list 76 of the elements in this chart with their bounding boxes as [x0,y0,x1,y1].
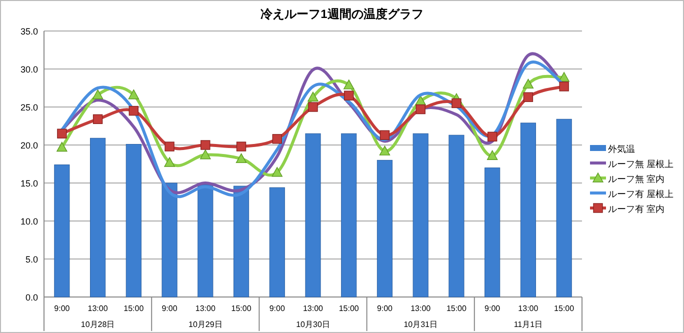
point [164,157,175,167]
legend-label: ルーフ有 屋根上 [608,189,674,199]
text: 10月28日 [80,320,115,329]
bar [198,184,214,298]
bar [54,164,70,298]
point [416,104,426,114]
x-tick-label: 13:00 [302,304,324,313]
text: 10月31日 [404,320,438,329]
point [344,80,354,90]
bar [520,122,536,298]
point [200,150,211,160]
bar [484,168,500,298]
legend-label: ルーフ有 室内 [608,204,665,214]
bar [376,160,393,298]
point [200,140,210,150]
point [452,98,462,108]
point [308,92,318,102]
y-tick-label: 25.0 [20,102,38,112]
point [236,142,246,152]
y-tick-label: 15.0 [20,178,38,188]
text: 10月29日 [188,320,222,329]
bar [233,186,250,298]
point [128,106,139,116]
x-tick-label: 15:00 [446,304,468,313]
bar [556,118,572,298]
point [272,167,282,177]
bar [162,182,178,298]
x-tick-label: 9:00 [269,304,286,313]
x-tick-label: 13:00 [410,304,432,313]
bar [412,133,428,298]
y-tick-label: 0.0 [25,292,38,302]
point [57,128,67,138]
text: 10月30日 [296,320,330,329]
legend-label: 外気温 [608,144,635,154]
bar [341,133,357,298]
text: 11月1日 [514,320,543,329]
bar [90,138,106,298]
bar [448,134,464,298]
point [308,102,318,112]
point [380,130,390,140]
legend-label: ルーフ無 室内 [608,174,665,184]
point [486,150,498,160]
x-tick-label: 9:00 [484,304,501,313]
point [236,153,247,164]
point [92,89,104,100]
bar [126,144,142,298]
x-tick-label: 13:00 [195,304,216,313]
x-tick-label: 9:00 [54,304,70,313]
y-tick-label: 5.0 [25,254,38,264]
y-tick-label: 10.0 [20,216,38,226]
bar [305,133,321,298]
point [164,142,174,152]
point [487,132,498,142]
point [379,146,390,156]
x-tick-label: 9:00 [162,304,178,313]
point [272,134,282,144]
point [128,89,140,100]
x-tick-label: 15:00 [231,304,252,313]
point [56,142,68,152]
x-tick-label: 15:00 [338,304,360,313]
y-tick-label: 20.0 [20,140,38,150]
x-tick-label: 9:00 [376,304,394,313]
x-tick-label: 15:00 [554,304,575,313]
x-tick-label: 15:00 [124,304,144,313]
y-tick-label: 30.0 [20,64,38,74]
chart-title: 冷えルーフ1週間の温度グラフ [260,7,424,21]
point [522,78,534,89]
point [559,82,569,92]
point [344,90,354,100]
legend-label: ルーフ無 屋根上 [608,159,674,169]
point [92,114,103,124]
x-tick-label: 13:00 [518,304,539,313]
x-tick-label: 13:00 [88,304,108,313]
point [523,92,534,102]
bar [269,187,285,298]
y-tick-label: 35.0 [20,26,38,36]
